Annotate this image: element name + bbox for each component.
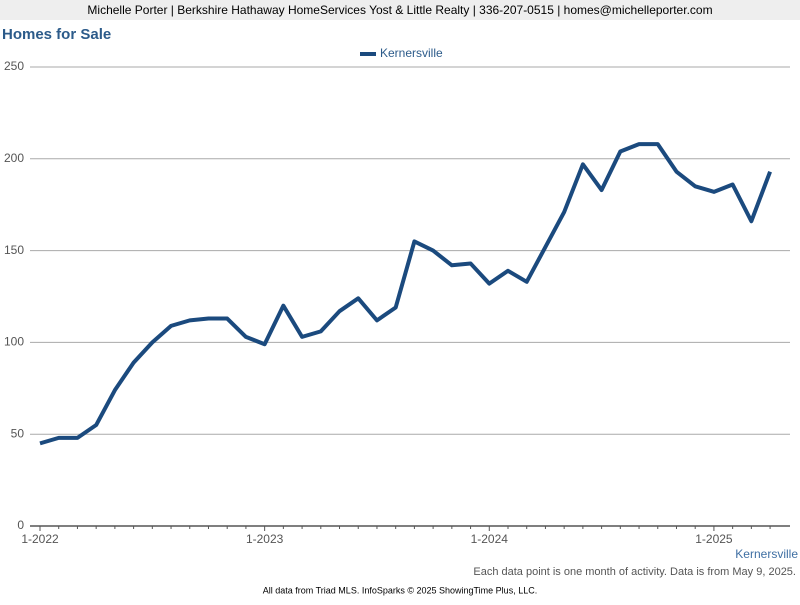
y-tick-label: 0 bbox=[17, 518, 24, 532]
end-label: Kernersville bbox=[735, 547, 798, 561]
x-tick-label: 1-2022 bbox=[21, 532, 59, 546]
x-tick-label: 1-2024 bbox=[471, 532, 509, 546]
line-series bbox=[39, 142, 772, 446]
chart-title: Homes for Sale bbox=[2, 26, 111, 43]
footnote: Each data point is one month of activity… bbox=[473, 566, 796, 578]
y-tick-label: 200 bbox=[4, 151, 24, 165]
x-tick-label: 1-2023 bbox=[246, 532, 284, 546]
header-text: Michelle Porter | Berkshire Hathaway Hom… bbox=[87, 3, 712, 17]
footer: All data from Triad MLS. InfoSparks © 20… bbox=[263, 585, 537, 595]
y-tick-label: 250 bbox=[4, 59, 24, 73]
legend-label: Kernersville bbox=[380, 46, 443, 60]
y-tick-label: 150 bbox=[4, 243, 24, 257]
header-bar bbox=[0, 0, 800, 20]
y-tick-label: 100 bbox=[4, 335, 24, 349]
x-tick-label: 1-2025 bbox=[695, 532, 733, 546]
y-tick-label: 50 bbox=[11, 426, 25, 440]
